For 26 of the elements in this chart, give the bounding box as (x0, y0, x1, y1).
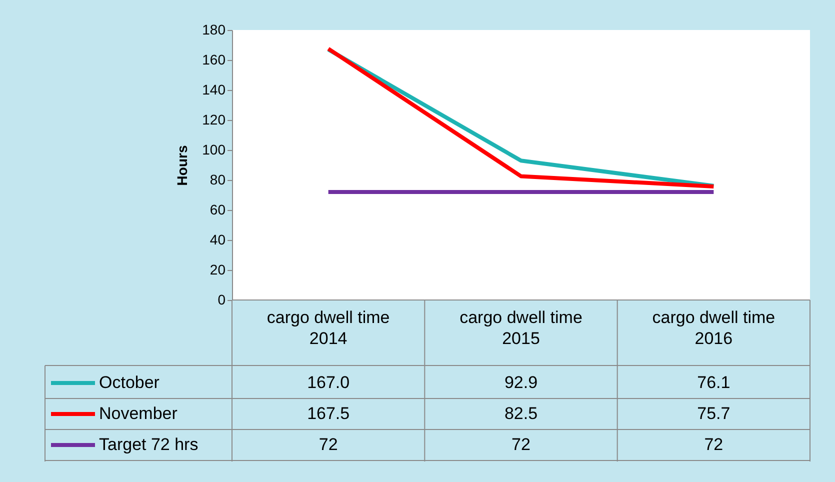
data-label: 167.0 (307, 373, 350, 392)
y-tick-label: 180 (202, 22, 226, 38)
data-label: 72 (704, 435, 724, 454)
y-tick-label: 20 (210, 262, 226, 278)
y-tick-label: 60 (210, 202, 226, 218)
y-tick-label: 40 (210, 232, 226, 248)
data-label: 92.9 (504, 373, 538, 392)
data-label: 76.1 (697, 373, 730, 392)
y-tick-label: 0 (218, 292, 226, 308)
y-axis-title: Hours (174, 145, 190, 186)
legend-label: November (99, 404, 178, 423)
y-tick-label: 100 (202, 142, 226, 158)
data-label: 75.7 (697, 404, 730, 423)
x-tick-label: cargo dwell time 2014 (266, 308, 390, 348)
x-tick-label: cargo dwell time 2016 (652, 308, 776, 348)
legend-label: October (99, 373, 160, 392)
y-tick-label: 160 (202, 52, 226, 68)
data-label: 167.5 (307, 404, 350, 423)
y-tick-label: 80 (210, 172, 226, 188)
y-tick-label: 140 (202, 82, 226, 98)
data-label: 72 (512, 435, 530, 454)
data-label: 72 (318, 435, 338, 454)
y-tick-label: 120 (202, 112, 226, 128)
x-tick-label: cargo dwell time 2015 (460, 308, 582, 348)
data-label: 82.5 (504, 404, 538, 423)
legend-label: Target 72 hrs (99, 435, 198, 454)
